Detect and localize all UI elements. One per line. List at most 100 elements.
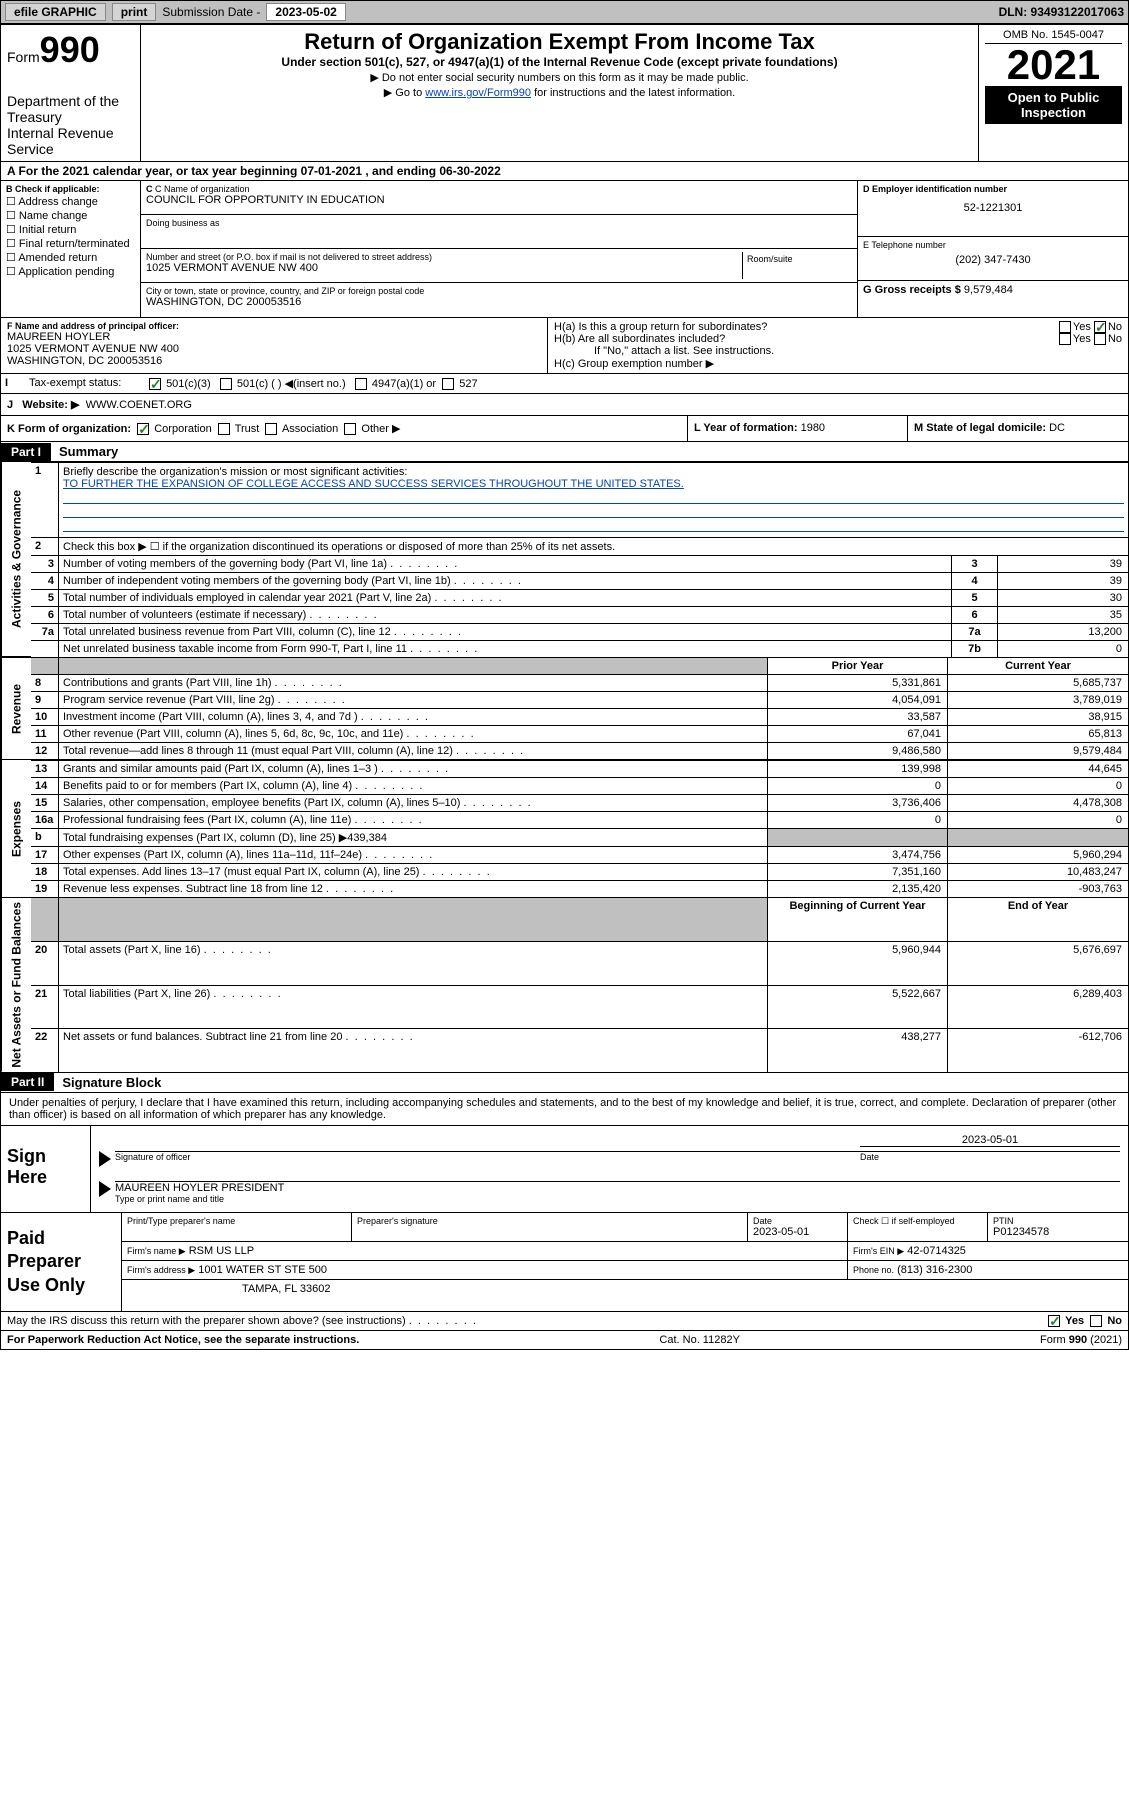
city-label: City or town, state or province, country… [146, 286, 852, 296]
ck-address[interactable]: Address change [6, 195, 135, 208]
i-527[interactable] [442, 378, 454, 390]
f-label: F Name and address of principal officer: [7, 321, 541, 331]
hb-label: H(b) Are all subordinates included? [554, 333, 725, 345]
subdate-label: Submission Date - [162, 5, 260, 19]
line-key: 7a [952, 623, 998, 640]
sig-line-row: Signature of officer Date [99, 1151, 1120, 1167]
hb-yes[interactable] [1059, 333, 1071, 345]
prep-name-lbl: Print/Type preparer's name [127, 1216, 346, 1226]
firm-ein: 42-0714325 [907, 1245, 966, 1257]
org-name: COUNCIL FOR OPPORTUNITY IN EDUCATION [146, 194, 852, 206]
city-value: WASHINGTON, DC 200053516 [146, 296, 852, 308]
irs-label: Internal Revenue Service [7, 125, 134, 157]
ck-amended[interactable]: Amended return [6, 251, 135, 264]
e-label: E Telephone number [863, 240, 1123, 250]
preparer-label: Paid Preparer Use Only [1, 1213, 121, 1311]
line-key: 6 [952, 606, 998, 623]
ha-label: H(a) Is this a group return for subordin… [554, 321, 767, 333]
i-501c3[interactable] [149, 378, 161, 390]
c-label: C C Name of organization [146, 184, 852, 194]
sign-grid: Sign Here 2023-05-01 Signature of office… [1, 1125, 1128, 1212]
col-deg: D Employer identification number 52-1221… [858, 181, 1128, 317]
form-title: Return of Organization Exempt From Incom… [147, 29, 972, 55]
declaration: Under penalties of perjury, I declare th… [1, 1093, 1128, 1125]
instr-link: ▶ Go to www.irs.gov/Form990 for instruct… [147, 86, 972, 99]
line-value: 39 [998, 555, 1128, 572]
m-label: M State of legal domicile: [914, 422, 1046, 434]
i-501c[interactable] [220, 378, 232, 390]
l-cell: L Year of formation: 1980 [688, 416, 908, 441]
discuss-no[interactable] [1090, 1315, 1102, 1327]
topbar-spacer [352, 11, 993, 13]
d-label: D Employer identification number [863, 184, 1123, 194]
street-value: 1025 VERMONT AVENUE NW 400 [146, 262, 742, 274]
b-header: B Check if applicable: [6, 184, 135, 194]
prep-self[interactable]: Check ☐ if self-employed [848, 1213, 988, 1241]
side-governance: Activities & Governance [1, 462, 31, 657]
line-value: 13,200 [998, 623, 1128, 640]
k-corp[interactable] [137, 423, 149, 435]
k-other[interactable] [344, 423, 356, 435]
discuss-yes[interactable] [1048, 1315, 1060, 1327]
line-num: 5 [31, 589, 59, 606]
hc-row: H(c) Group exemption number ▶ [554, 357, 1122, 370]
d-ein: D Employer identification number 52-1221… [858, 181, 1128, 237]
blank-line [63, 520, 1124, 532]
f-line2: 1025 VERMONT AVENUE NW 400 [7, 343, 541, 355]
l-value: 1980 [801, 422, 825, 434]
line2-text: Check this box ▶ ☐ if the organization d… [59, 537, 1128, 555]
dln: DLN: 93493122017063 [999, 5, 1124, 19]
j-tag: J [7, 399, 13, 411]
sig-date: 2023-05-01 [860, 1134, 1120, 1147]
part1-title: Summary [51, 442, 126, 461]
line-a-text: A For the 2021 calendar year, or tax yea… [7, 164, 501, 178]
date-col: Date [860, 1151, 1120, 1167]
ck-name[interactable]: Name change [6, 209, 135, 222]
ptin-lbl: PTIN [993, 1216, 1123, 1226]
blank-line [63, 492, 1124, 504]
ha-yes[interactable] [1059, 321, 1071, 333]
i-4947[interactable] [355, 378, 367, 390]
firm-name-lbl: Firm's name ▶ [127, 1246, 186, 1256]
title-cell: Return of Organization Exempt From Incom… [141, 25, 978, 161]
line-value: 39 [998, 572, 1128, 589]
efile-button[interactable]: efile GRAPHIC [5, 3, 106, 21]
ck-application[interactable]: Application pending [6, 265, 135, 278]
org-name-row: C C Name of organization COUNCIL FOR OPP… [141, 181, 857, 215]
firm-name: RSM US LLP [189, 1245, 254, 1257]
part1-header: Part I Summary [1, 442, 1128, 462]
ck-initial[interactable]: Initial return [6, 223, 135, 236]
hb-answers: Yes No [1059, 333, 1122, 345]
form-header: Form990 Department of the Treasury Inter… [1, 25, 1128, 162]
irs-link[interactable]: www.irs.gov/Form990 [425, 87, 531, 99]
part1-tag: Part I [1, 443, 51, 461]
k-assoc[interactable] [265, 423, 277, 435]
firm-city: TAMPA, FL 33602 [122, 1280, 1128, 1298]
street-row: Number and street (or P.O. box if mail i… [141, 249, 857, 283]
ha-no[interactable] [1094, 321, 1106, 333]
prep-row1: Print/Type preparer's name Preparer's si… [122, 1213, 1128, 1242]
dept-treasury: Department of the Treasury [7, 93, 134, 125]
prep-sig-lbl: Preparer's signature [357, 1216, 742, 1226]
k-trust[interactable] [218, 423, 230, 435]
hb-no[interactable] [1094, 333, 1106, 345]
expense-block: Expenses 13Grants and similar amounts pa… [1, 759, 1128, 897]
date-label: Date [860, 1152, 1120, 1162]
print-button[interactable]: print [112, 3, 157, 21]
hb-note: If "No," attach a list. See instructions… [554, 345, 1122, 357]
sign-here-label: Sign Here [1, 1126, 91, 1212]
ck-final[interactable]: Final return/terminated [6, 237, 135, 250]
city-row: City or town, state or province, country… [141, 283, 857, 317]
prep-row4: TAMPA, FL 33602 [122, 1280, 1128, 1298]
room-label: Room/suite [747, 254, 848, 264]
paperwork-notice: For Paperwork Reduction Act Notice, see … [7, 1334, 359, 1346]
sign-area: 2023-05-01 Signature of officer Date MAU… [91, 1126, 1128, 1212]
line-num: 3 [31, 555, 59, 572]
side-netassets: Net Assets or Fund Balances [1, 898, 31, 1072]
f-officer: F Name and address of principal officer:… [1, 318, 548, 373]
year-cell: OMB No. 1545-0047 2021 Open to Public In… [978, 25, 1128, 161]
arrow-icon [99, 1181, 111, 1197]
subdate-value: 2023-05-02 [266, 3, 345, 21]
sig-date-row: 2023-05-01 [99, 1134, 1120, 1147]
prior-year-hdr: Prior Year [768, 658, 948, 674]
